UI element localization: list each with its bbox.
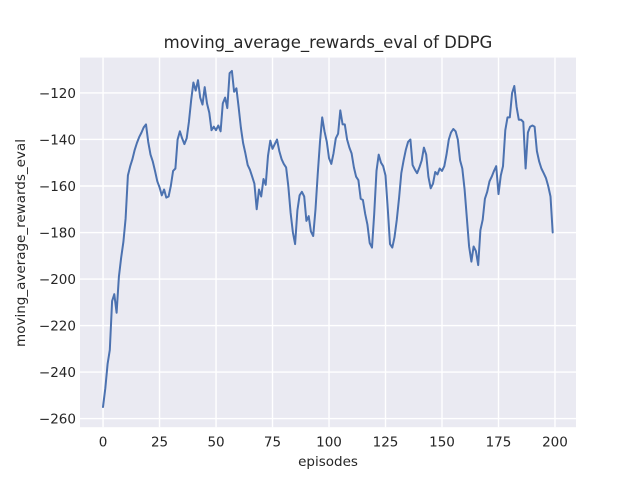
chart-title: moving_average_rewards_eval of DDPG	[163, 33, 493, 52]
y-axis-label: moving_average_rewards_eval	[13, 139, 29, 347]
x-tick-label: 150	[429, 435, 455, 451]
y-tick-label: −120	[39, 86, 76, 102]
plot-area	[80, 57, 576, 428]
x-axis-label: episodes	[298, 454, 358, 470]
x-tick-label: 25	[151, 435, 168, 451]
y-tick-label: −240	[39, 365, 76, 381]
x-tick-label: 0	[99, 435, 108, 451]
y-tick-label: −140	[39, 132, 76, 148]
y-tick-label: −200	[39, 272, 76, 288]
y-tick-label: −160	[39, 179, 76, 195]
x-tick-label: 50	[207, 435, 224, 451]
x-tick-label: 200	[542, 435, 568, 451]
y-tick-label: −180	[39, 225, 76, 241]
tick-labels: 0 25 50 75 100 125 150 175 200 −120 −140 −160 −180 −2…	[39, 86, 568, 451]
y-tick-label: −260	[39, 411, 76, 427]
grid-lines	[80, 57, 576, 428]
x-tick-label: 75	[264, 435, 281, 451]
series-line	[102, 69, 554, 408]
x-tick-label: 175	[486, 435, 512, 451]
y-tick-label: −220	[39, 318, 76, 334]
x-tick-label: 125	[373, 435, 399, 451]
x-tick-label: 100	[316, 435, 342, 451]
